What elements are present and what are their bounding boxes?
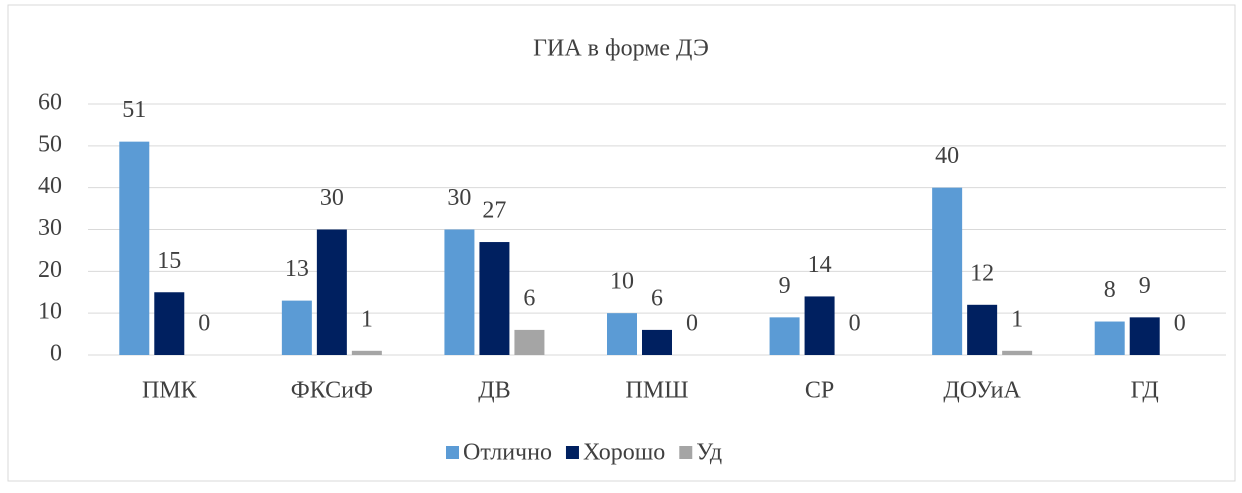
data-label: 30 [447,185,471,211]
bar [804,296,835,355]
bar [642,329,672,355]
data-label: 12 [970,260,994,286]
bar [1129,317,1160,355]
bar [154,292,185,355]
legend-swatch [565,446,579,459]
bar [479,242,510,355]
x-tick-label: ПМШ [626,378,689,404]
y-tick-label: 0 [50,341,62,367]
data-label: 0 [686,311,698,337]
bar [351,350,382,355]
data-label: 27 [482,198,506,224]
data-label: 40 [935,143,959,169]
bar [119,141,150,355]
data-label: 6 [651,285,663,311]
data-label: 8 [1104,277,1116,303]
y-tick-label: 40 [38,173,62,199]
data-label: 1 [1011,306,1023,332]
y-tick-label: 60 [38,90,62,116]
legend-swatch [446,446,459,459]
x-tick-label: ПМК [142,378,198,404]
chart-title: ГИА в форме ДЭ [533,36,709,62]
data-label: 0 [1174,311,1186,337]
y-tick-label: 30 [38,215,62,241]
chart-border [7,4,1236,482]
x-tick-label: ФКСиФ [291,378,373,404]
y-tick-label: 20 [38,257,62,283]
bar [281,300,312,355]
bar [444,229,475,355]
bar [932,187,963,355]
bar [967,304,998,355]
bar [607,313,637,355]
data-label: 1 [361,306,373,332]
data-label: 14 [808,252,832,278]
data-label: 9 [779,273,791,299]
legend-label: Отлично [463,440,552,466]
data-label: 51 [122,97,146,123]
bar [1002,350,1033,355]
bar [514,329,545,355]
legend-swatch [679,446,693,459]
y-tick-label: 50 [38,131,62,157]
legend-label: Хорошо [583,440,665,466]
data-label: 0 [198,311,210,337]
bar [316,229,347,355]
data-label: 13 [285,256,309,282]
y-tick-label: 10 [38,299,62,325]
data-label: 6 [523,285,535,311]
data-label: 30 [320,185,344,211]
bar [769,317,800,355]
data-label: 9 [1139,273,1151,299]
x-tick-label: ГД [1131,378,1159,404]
legend-label: Уд [696,440,722,466]
data-label: 10 [610,269,634,295]
x-tick-label: ДОУиА [943,378,1021,404]
x-tick-label: СР [805,378,834,404]
bar [1094,321,1125,355]
data-label: 0 [849,311,861,337]
data-label: 15 [157,248,181,274]
x-tick-label: ДВ [478,378,510,404]
